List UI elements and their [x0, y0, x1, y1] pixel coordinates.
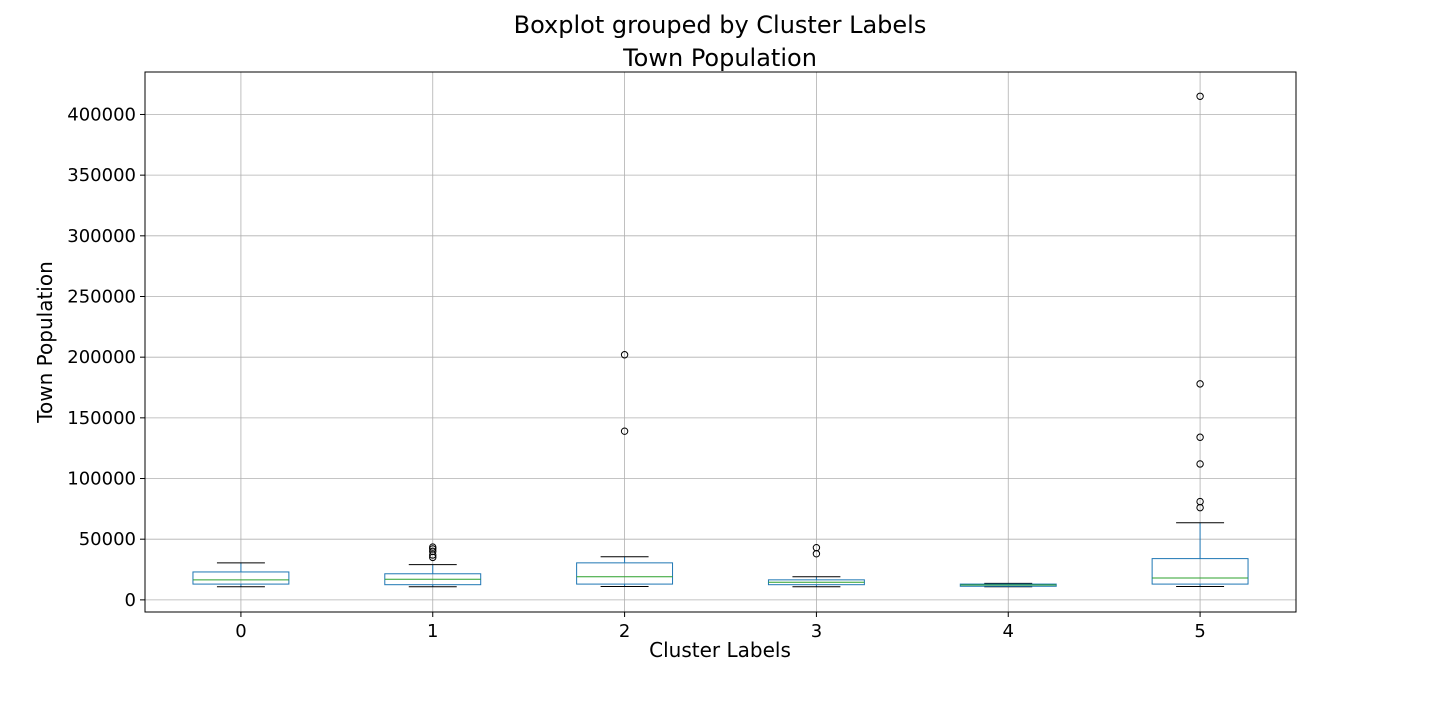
- iqr-box: [576, 562, 674, 585]
- y-tick-label: 200000: [67, 347, 136, 368]
- x-axis-label: Cluster Labels: [649, 638, 791, 662]
- y-tick-label: 50000: [79, 529, 136, 550]
- x-tick-label: 0: [235, 621, 246, 642]
- outlier-point: [1196, 460, 1204, 468]
- outlier-point: [1196, 497, 1204, 506]
- chart-suptitle: Boxplot grouped by Cluster Labels: [514, 11, 927, 39]
- x-tick-label: 3: [811, 621, 822, 642]
- y-tick-label: 400000: [67, 104, 136, 125]
- chart-title: Town Population: [622, 44, 817, 72]
- y-axis-label: Town Population: [33, 261, 57, 424]
- outlier-point: [1196, 380, 1204, 388]
- outlier-point: [429, 543, 437, 551]
- iqr-box: [1151, 558, 1249, 585]
- x-tick-label: 1: [427, 621, 438, 642]
- outlier-point: [429, 547, 437, 556]
- y-tick-label: 0: [125, 590, 136, 611]
- tick-layer: 0 50000 100000 150000 200000 250000 300000 3500…: [67, 104, 1206, 642]
- box-group-1: [384, 543, 482, 588]
- x-tick-label: 2: [619, 621, 630, 642]
- outlier-point: [812, 543, 821, 552]
- box-group-0: [192, 562, 290, 588]
- iqr-box: [192, 571, 290, 585]
- outlier-point: [1196, 433, 1204, 441]
- x-tick-label: 5: [1194, 621, 1205, 642]
- y-tick-label: 100000: [67, 469, 136, 490]
- box-group-4: [959, 582, 1057, 588]
- y-tick-label: 350000: [67, 165, 136, 186]
- y-tick-label: 150000: [67, 408, 136, 429]
- x-tick-label: 4: [1003, 621, 1014, 642]
- box-group-5: [1151, 92, 1249, 588]
- plot-frame: [144, 71, 1297, 613]
- outlier-point: [620, 427, 629, 435]
- box-layer: [192, 92, 1249, 588]
- outlier-point: [1196, 92, 1204, 100]
- y-tick-label: 250000: [67, 286, 136, 307]
- box-group-2: [576, 351, 674, 588]
- outlier-point: [620, 351, 629, 359]
- grid-layer: [145, 72, 1296, 612]
- box-group-3: [767, 543, 865, 588]
- y-tick-label: 300000: [67, 226, 136, 247]
